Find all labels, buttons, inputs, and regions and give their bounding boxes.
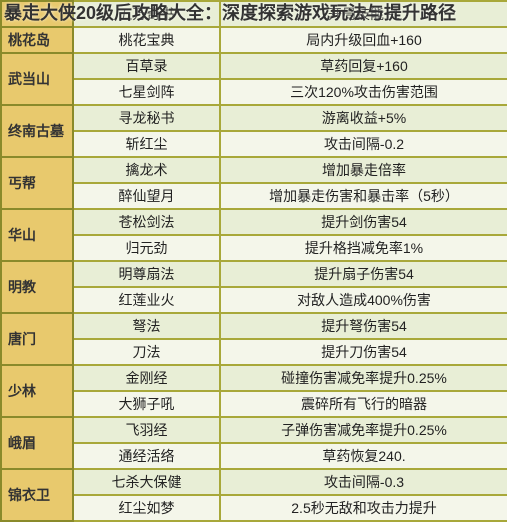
skill-cell: 醉仙望月 xyxy=(73,183,220,209)
desc-cell: 提升刀伤害54 xyxy=(220,339,507,365)
page-title: 暴走大侠20级后攻略大全：深度探索游戏玩法与提升路径 xyxy=(4,2,502,25)
desc-cell: 对敌人造成400%伤害 xyxy=(220,287,507,313)
desc-cell: 草药恢复240. xyxy=(220,443,507,469)
table-row: 刀法提升刀伤害54 xyxy=(1,339,507,365)
table-row: 斩红尘攻击间隔-0.2 xyxy=(1,131,507,157)
desc-cell: 提升弩伤害54 xyxy=(220,313,507,339)
faction-cell: 丐帮 xyxy=(1,157,73,209)
table-row: 峨眉飞羽经子弹伤害减免率提升0.25% xyxy=(1,417,507,443)
table-row: 红尘如梦2.5秒无敌和攻击力提升 xyxy=(1,495,507,521)
skill-cell: 桃花宝典 xyxy=(73,27,220,53)
table-row: 红莲业火对敌人造成400%伤害 xyxy=(1,287,507,313)
faction-cell: 峨眉 xyxy=(1,417,73,469)
faction-cell: 少林 xyxy=(1,365,73,417)
desc-cell: 提升格挡减免率1% xyxy=(220,235,507,261)
desc-cell: 增加暴走倍率 xyxy=(220,157,507,183)
table-row: 锦衣卫七杀大保健攻击间隔-0.3 xyxy=(1,469,507,495)
table-row: 醉仙望月增加暴走伤害和暴击率（5秒） xyxy=(1,183,507,209)
faction-cell: 武当山 xyxy=(1,53,73,105)
skill-cell: 归元劲 xyxy=(73,235,220,261)
table-row: 丐帮擒龙术增加暴走倍率 xyxy=(1,157,507,183)
table-row: 大狮子吼震碎所有飞行的暗器 xyxy=(1,391,507,417)
faction-cell: 唐门 xyxy=(1,313,73,365)
skill-cell: 红尘如梦 xyxy=(73,495,220,521)
skill-cell: 飞羽经 xyxy=(73,417,220,443)
skill-cell: 寻龙秘书 xyxy=(73,105,220,131)
desc-cell: 增加暴走伤害和暴击率（5秒） xyxy=(220,183,507,209)
desc-cell: 碰撞伤害减免率提升0.25% xyxy=(220,365,507,391)
desc-cell: 三次120%攻击伤害范围 xyxy=(220,79,507,105)
faction-cell: 桃花岛 xyxy=(1,27,73,53)
desc-cell: 攻击间隔-0.3 xyxy=(220,469,507,495)
skill-cell: 弩法 xyxy=(73,313,220,339)
table-row: 明教明尊扇法提升扇子伤害54 xyxy=(1,261,507,287)
skill-cell: 红莲业火 xyxy=(73,287,220,313)
table-row: 华山苍松剑法提升剑伤害54 xyxy=(1,209,507,235)
skill-cell: 通经活络 xyxy=(73,443,220,469)
table-row: 终南古墓寻龙秘书游离收益+5% xyxy=(1,105,507,131)
desc-cell: 提升扇子伤害54 xyxy=(220,261,507,287)
table-row: 唐门弩法提升弩伤害54 xyxy=(1,313,507,339)
faction-cell: 锦衣卫 xyxy=(1,469,73,521)
table-row: 武当山百草录草药回复+160 xyxy=(1,53,507,79)
skill-cell: 大狮子吼 xyxy=(73,391,220,417)
table-row: 少林金刚经碰撞伤害减免率提升0.25% xyxy=(1,365,507,391)
skill-cell: 七杀大保健 xyxy=(73,469,220,495)
table-row: 七星剑阵三次120%攻击伤害范围 xyxy=(1,79,507,105)
desc-cell: 提升剑伤害54 xyxy=(220,209,507,235)
faction-cell: 华山 xyxy=(1,209,73,261)
desc-cell: 攻击间隔-0.2 xyxy=(220,131,507,157)
skill-cell: 刀法 xyxy=(73,339,220,365)
desc-cell: 子弹伤害减免率提升0.25% xyxy=(220,417,507,443)
desc-cell: 2.5秒无敌和攻击力提升 xyxy=(220,495,507,521)
skill-cell: 百草录 xyxy=(73,53,220,79)
faction-cell: 终南古墓 xyxy=(1,105,73,157)
table-row: 桃花岛桃花宝典局内升级回血+160 xyxy=(1,27,507,53)
skill-cell: 明尊扇法 xyxy=(73,261,220,287)
table-row: 通经活络草药恢复240. xyxy=(1,443,507,469)
desc-cell: 局内升级回血+160 xyxy=(220,27,507,53)
skill-cell: 七星剑阵 xyxy=(73,79,220,105)
desc-cell: 游离收益+5% xyxy=(220,105,507,131)
desc-cell: 震碎所有飞行的暗器 xyxy=(220,391,507,417)
desc-cell: 草药回复+160 xyxy=(220,53,507,79)
skill-cell: 苍松剑法 xyxy=(73,209,220,235)
skill-table: 五万奇书开局技能+1桃花岛桃花宝典局内升级回血+160武当山百草录草药回复+16… xyxy=(0,0,507,522)
table-row: 归元劲提升格挡减免率1% xyxy=(1,235,507,261)
skill-cell: 擒龙术 xyxy=(73,157,220,183)
skill-cell: 金刚经 xyxy=(73,365,220,391)
faction-cell: 明教 xyxy=(1,261,73,313)
skill-cell: 斩红尘 xyxy=(73,131,220,157)
